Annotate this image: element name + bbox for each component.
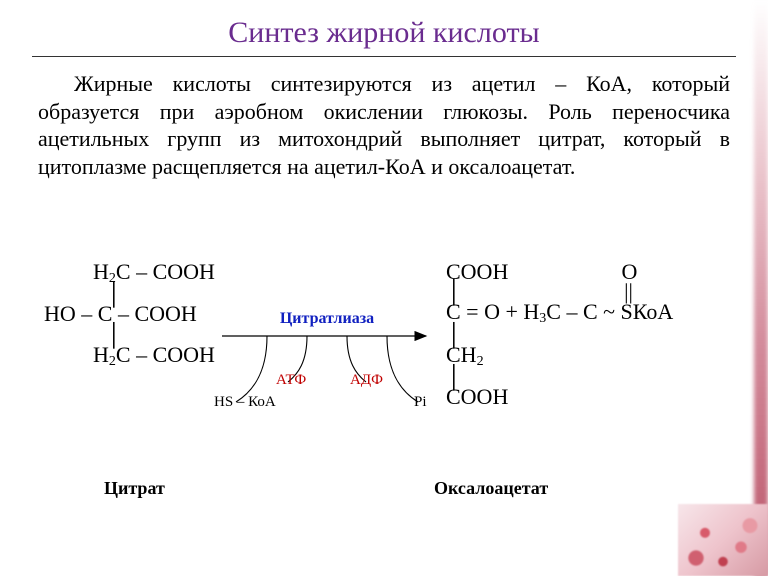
decorative-right-edge	[754, 0, 768, 576]
decorative-corner-image	[678, 504, 768, 576]
reaction-arrow-group: Цитратлиаза АТФ АДФ НS – КоА Рi	[222, 314, 432, 434]
bond-icon: │	[44, 327, 215, 343]
double-bond-icon: ||	[622, 284, 636, 300]
intro-paragraph: Жирные кислоты синтезируются из ацетил –…	[38, 70, 730, 180]
bond-icon: │	[44, 286, 215, 302]
plus-text: + Н	[500, 299, 539, 324]
prod-l2: С = О	[446, 299, 500, 324]
citrate-l1-post: С – СООН	[116, 259, 215, 284]
citrate-l3-post: С – СООН	[116, 342, 215, 367]
page-title: Синтез жирной кислоты	[0, 16, 768, 50]
oxaloacetate-label: Оксалоацетат	[434, 478, 548, 499]
adp-label: АДФ	[350, 372, 383, 389]
bond-icon: │	[446, 369, 673, 385]
prod-l4: СООН	[446, 384, 508, 409]
title-divider	[32, 56, 736, 57]
bond-icon: │	[446, 327, 673, 343]
citrate-structure: Н2С – СООН │ НО – С – СООН │ Н2С – СООН	[44, 260, 215, 369]
hs-koa-label: НS – КоА	[214, 394, 276, 411]
citrate-label: Цитрат	[104, 478, 165, 499]
prod-l3-pre: СН	[446, 342, 477, 367]
prod-l3-sub: 2	[477, 354, 484, 369]
citrate-l3-sub: 2	[109, 354, 116, 369]
citrate-l3-pre: Н	[93, 342, 109, 367]
products-structure: СООН О │ || С = О + Н3С – С ~ SКоА │ СН2…	[446, 260, 673, 409]
pi-label: Рi	[414, 394, 427, 411]
slide-page: Синтез жирной кислоты Жирные кислоты син…	[0, 0, 768, 576]
plus-tail: С – С ~ SКоА	[546, 299, 673, 324]
atp-label: АТФ	[276, 372, 306, 389]
